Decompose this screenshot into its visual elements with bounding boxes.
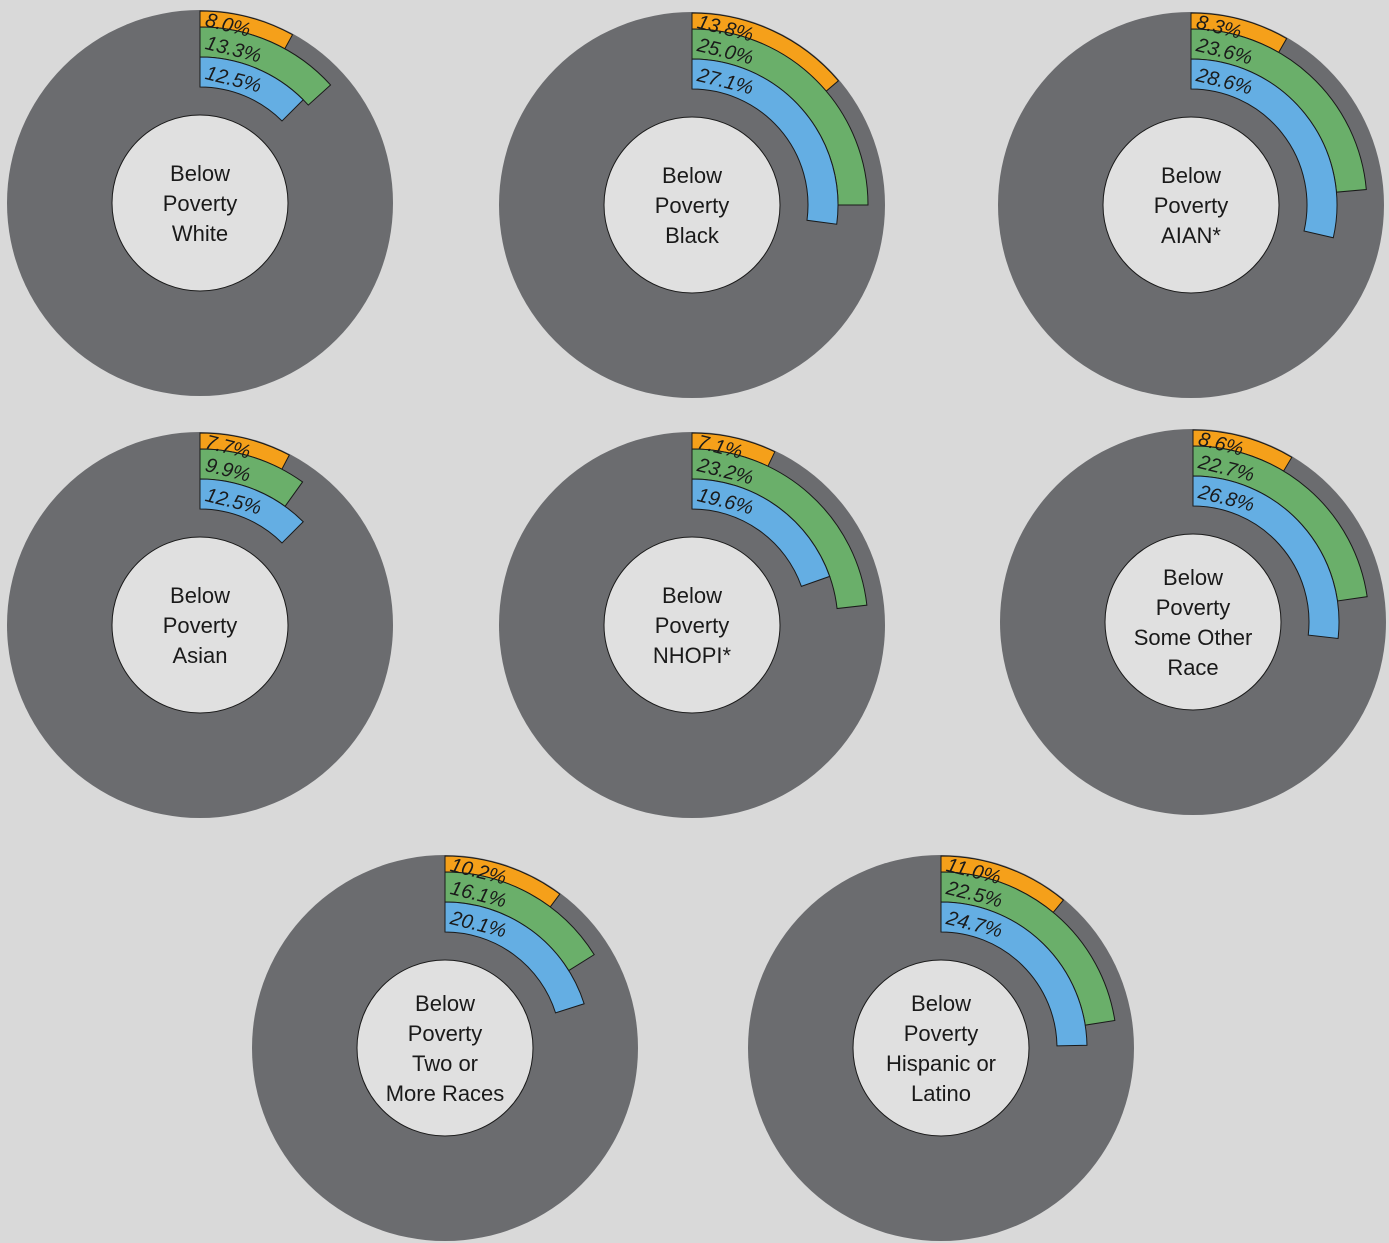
center-label-line: Two or	[412, 1051, 478, 1076]
series-bar-3	[444, 901, 585, 1014]
center-label-line: Poverty	[655, 193, 730, 218]
center-label-line: Poverty	[163, 191, 238, 216]
center-label-line: NHOPI*	[653, 643, 732, 668]
center-label-line: Below	[1163, 565, 1223, 590]
center-disc	[1104, 533, 1282, 711]
center-label-line: Poverty	[163, 613, 238, 638]
center-label-line: Race	[1167, 655, 1218, 680]
series-bar-3	[691, 478, 831, 588]
series-bar-3	[940, 901, 1088, 1047]
center-label-line: Below	[170, 583, 230, 608]
center-disc	[111, 114, 289, 292]
center-label-line: Below	[170, 161, 230, 186]
series-bar-3	[691, 58, 839, 225]
center-label-line: Below	[415, 991, 475, 1016]
center-label-line: Poverty	[655, 613, 730, 638]
center-disc	[356, 959, 534, 1137]
center-label-line: AIAN*	[1161, 223, 1221, 248]
center-label-line: Asian	[172, 643, 227, 668]
center-label-line: Hispanic or	[886, 1051, 996, 1076]
center-label-line: Some Other	[1134, 625, 1253, 650]
center-label-line: White	[172, 221, 228, 246]
center-label-line: Below	[662, 163, 722, 188]
center-label-line: Poverty	[408, 1021, 483, 1046]
center-disc	[852, 959, 1030, 1137]
center-disc	[1102, 116, 1280, 294]
center-disc	[603, 536, 781, 714]
center-label-line: Poverty	[1156, 595, 1231, 620]
center-label-line: Below	[662, 583, 722, 608]
center-label-line: Black	[665, 223, 720, 248]
center-disc	[111, 536, 289, 714]
series-bar-3	[199, 478, 304, 544]
center-label-line: Below	[911, 991, 971, 1016]
center-label-line: Poverty	[904, 1021, 979, 1046]
center-label-line: More Races	[386, 1081, 505, 1106]
series-bar-3	[1192, 475, 1340, 640]
center-label-line: Below	[1161, 163, 1221, 188]
center-disc	[603, 116, 781, 294]
series-bar-3	[199, 56, 304, 122]
center-label-line: Poverty	[1154, 193, 1229, 218]
center-label-line: Latino	[911, 1081, 971, 1106]
series-bar-3	[1190, 58, 1338, 239]
